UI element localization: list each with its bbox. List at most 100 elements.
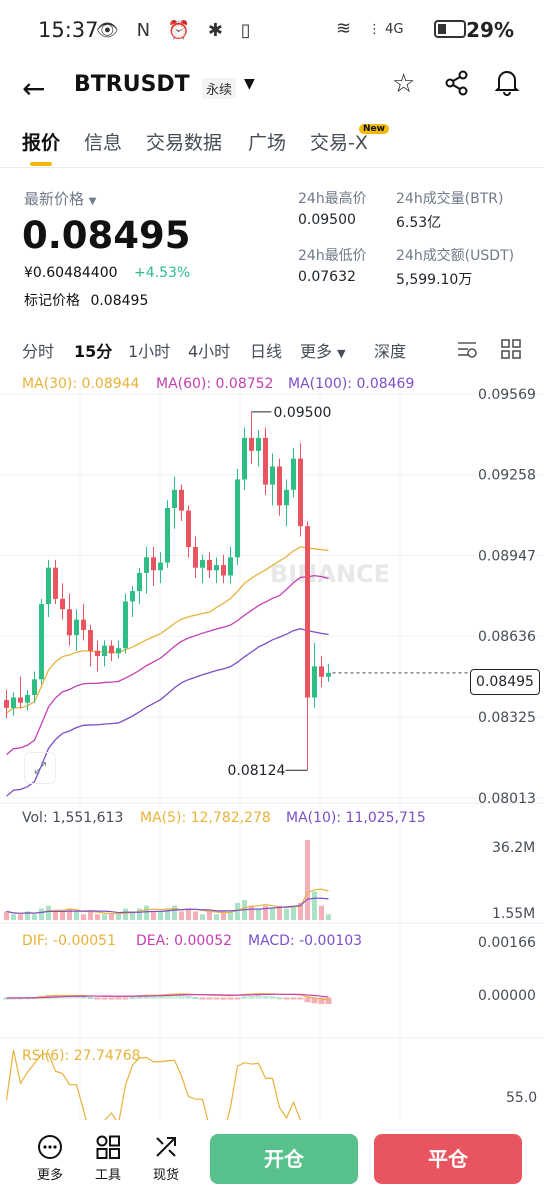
volume-bar: [270, 908, 275, 920]
volume-bar: [130, 911, 135, 920]
more-button[interactable]: 更多: [30, 1134, 70, 1183]
share-icon[interactable]: [444, 70, 470, 102]
candle-body: [319, 666, 324, 677]
volume-bar: [60, 911, 65, 920]
tab-square[interactable]: 广场: [248, 132, 287, 154]
tab-trade-x[interactable]: 交易-X: [310, 132, 368, 154]
depth-tab[interactable]: 深度: [374, 342, 407, 361]
interval-15m[interactable]: 15分: [74, 342, 113, 361]
chart-svg[interactable]: BINANCE 0.09569 0.09258 0.08947 0.08636 0.08…: [0, 370, 544, 1138]
low-value: 0.07632: [298, 269, 356, 285]
macd-bar: [80, 996, 87, 999]
macd-axis-label: 0.00000: [478, 988, 536, 1004]
volume-bar: [235, 902, 240, 920]
candle-body: [53, 567, 58, 599]
dea-legend: DEA: 0.00052: [136, 933, 233, 949]
back-arrow-icon[interactable]: ←: [22, 72, 46, 105]
expand-icon[interactable]: ⤢: [24, 752, 56, 784]
tools-button[interactable]: 工具: [88, 1134, 128, 1183]
tab-trading-data[interactable]: 交易数据: [146, 132, 223, 154]
price-axis-label: 0.09258: [478, 468, 536, 484]
interval-4h[interactable]: 4小时: [188, 342, 231, 361]
contract-type-badge: 永续: [202, 78, 237, 99]
vol-legend: Vol: 1,551,613: [22, 810, 124, 826]
battery-icon: [434, 20, 466, 38]
macd-bar: [227, 997, 234, 1000]
macd-bar: [248, 996, 255, 999]
low-label: 24h最低价: [298, 248, 367, 264]
volume-bar: [95, 914, 100, 920]
interval-line[interactable]: 分时: [22, 342, 55, 361]
volume-bar: [277, 905, 282, 920]
ma60-legend: MA(60): 0.08752: [156, 376, 274, 392]
volume-bar: [109, 914, 114, 920]
change-percent: +4.53%: [134, 265, 191, 281]
candle-body: [179, 489, 184, 511]
candle-body: [214, 565, 219, 571]
macd-bar: [234, 997, 241, 1000]
macd-bar: [269, 996, 276, 999]
symbol-title[interactable]: BTRUSDT: [74, 72, 190, 97]
latest-price-label[interactable]: 最新价格 ▼: [24, 190, 97, 208]
volume-bar: [11, 914, 16, 920]
candle-body: [284, 489, 289, 506]
ma30-legend: MA(30): 0.08944: [22, 376, 140, 392]
spot-button[interactable]: 现货: [146, 1134, 186, 1183]
volume-bar: [312, 891, 317, 920]
open-position-button[interactable]: 开仓: [210, 1134, 358, 1184]
mark-price-row: 标记价格 0.08495: [24, 290, 148, 310]
indicator-settings-icon[interactable]: [456, 338, 478, 364]
volume-bar: [25, 911, 30, 920]
volume-bar: [179, 911, 184, 920]
candle-body: [249, 437, 254, 451]
volume-bar: [137, 908, 142, 920]
candle-body: [263, 437, 268, 485]
close-position-button[interactable]: 平仓: [374, 1134, 522, 1184]
candle-body: [291, 458, 296, 490]
interval-1h[interactable]: 1小时: [128, 342, 171, 361]
vol-ma5-line: [6, 888, 329, 915]
candle-body: [277, 466, 282, 506]
volume-bar: [46, 905, 51, 920]
macd-bar: [171, 995, 178, 999]
kline-chart[interactable]: BINANCE 0.09569 0.09258 0.08947 0.08636 0.08…: [0, 370, 544, 1138]
ma60-line: [6, 574, 329, 756]
volume-bar: [298, 902, 303, 920]
volume-bar: [32, 914, 37, 920]
bottom-bar: 更多 工具 现货 开仓 平仓: [0, 1120, 544, 1200]
tab-info[interactable]: 信息: [84, 132, 123, 154]
candle-body: [88, 630, 93, 651]
high-marker-label: 0.09500: [274, 405, 332, 421]
volume-bar: [144, 905, 149, 920]
candle-body: [228, 557, 233, 576]
volume-bar: [18, 914, 23, 920]
layout-grid-icon[interactable]: [500, 338, 522, 364]
price-axis-label: 0.08013: [478, 791, 536, 807]
mark-price-value: 0.08495: [90, 293, 149, 309]
dif-legend: DIF: -0.00051: [22, 933, 116, 949]
candle-body: [312, 666, 317, 698]
volume-bar: [214, 914, 219, 920]
vol-axis-label: 36.2M: [492, 840, 535, 856]
tab-quote[interactable]: 报价: [22, 132, 61, 154]
macd-bar: [192, 996, 199, 999]
tools-icon: [88, 1134, 128, 1162]
candle-body: [4, 700, 9, 708]
wifi-icon: ≋: [336, 18, 352, 39]
candle-body: [109, 645, 114, 654]
macd-bar: [213, 997, 220, 1000]
chevron-down-icon[interactable]: ▼: [244, 76, 255, 92]
interval-1d[interactable]: 日线: [250, 342, 283, 361]
vol-ma5-legend: MA(5): 12,782,278: [140, 810, 271, 826]
rsi-axis-label: 55.0: [506, 1090, 537, 1106]
candle-body: [172, 489, 177, 508]
interval-bar: 分时 15分 1小时 4小时 日线 更多 ▼ 深度: [0, 336, 544, 366]
interval-more[interactable]: 更多 ▼: [300, 342, 346, 361]
candle-body: [18, 697, 23, 703]
star-icon[interactable]: ☆: [392, 69, 416, 99]
price-axis-label: 0.08636: [478, 629, 536, 645]
new-badge: New: [359, 124, 389, 134]
volume-bar: [39, 908, 44, 920]
bell-icon[interactable]: [494, 68, 520, 102]
low-marker-label: 0.08124: [228, 763, 286, 779]
